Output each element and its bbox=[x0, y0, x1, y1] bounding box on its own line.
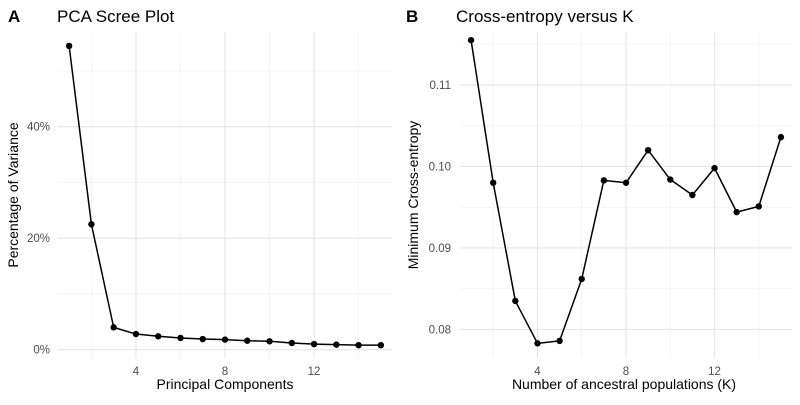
panel-a: A PCA Scree Plot 4 8 12 0% 20% 40% Principal … bbox=[5, 7, 392, 392]
panel-a-data-point bbox=[155, 333, 162, 340]
panel-a-data-point bbox=[355, 341, 362, 349]
panel-b-data-point bbox=[622, 179, 630, 186]
panel-a-x-tick-label: 8 bbox=[222, 366, 228, 378]
panel-a-plot-area: 4 8 12 0% 20% 40% bbox=[27, 32, 392, 378]
panel-a-data-point bbox=[88, 221, 95, 228]
panel-b-x-tick-label: 8 bbox=[623, 366, 629, 378]
panel-a-data-point bbox=[288, 339, 295, 347]
panel-b-data-point bbox=[512, 297, 519, 305]
panel-b-y-tick-label: 0.11 bbox=[429, 80, 451, 92]
panel-a-y-tick-label: 20% bbox=[27, 233, 50, 245]
panel-b-letter: B bbox=[406, 7, 418, 26]
panel-b-data-point bbox=[644, 146, 652, 154]
panel-b-data-point bbox=[467, 36, 475, 44]
panel-b-data-point bbox=[600, 177, 608, 184]
panel-a-data-point bbox=[177, 334, 184, 342]
panel-a-y-axis-label: Percentage of Variance bbox=[5, 122, 21, 267]
panel-b-data-point bbox=[777, 133, 785, 141]
panel-a-x-tick-label: 4 bbox=[133, 366, 140, 378]
panel-a-data-point bbox=[132, 330, 140, 338]
panel-a-data-point bbox=[310, 340, 318, 348]
panel-b-data-point bbox=[689, 191, 696, 199]
panel-a-data-point bbox=[333, 341, 340, 348]
panel-a-data-point bbox=[221, 336, 229, 343]
panel-b-y-tick-label: 0.10 bbox=[429, 161, 451, 173]
panel-b: B Cross-entropy versus K 4 8 12 0.08 0.09 0.1… bbox=[405, 7, 792, 392]
panel-b-data-point bbox=[733, 208, 740, 216]
panel-b-data-point bbox=[578, 275, 585, 283]
panel-a-y-tick-label: 40% bbox=[27, 122, 50, 134]
panel-a-y-tick-label: 0% bbox=[33, 345, 50, 357]
panel-b-x-axis-label: Number of ancestral populations (K) bbox=[512, 376, 736, 392]
panel-b-data-point bbox=[755, 203, 762, 210]
panel-b-data-point bbox=[667, 176, 674, 183]
panel-a-data-point bbox=[199, 335, 206, 343]
panel-b-y-axis-label: Minimum Cross-entropy bbox=[405, 121, 421, 270]
panel-a-data-point bbox=[110, 324, 117, 331]
panel-b-title: Cross-entropy versus K bbox=[456, 7, 634, 26]
panel-a-data-point bbox=[377, 341, 385, 349]
panel-a-x-tick-label: 12 bbox=[308, 366, 321, 378]
panel-a-x-axis-label: Principal Components bbox=[157, 376, 294, 392]
panel-b-data-point bbox=[711, 164, 718, 172]
panel-b-x-tick-label: 12 bbox=[708, 366, 721, 378]
panel-a-letter: A bbox=[8, 7, 20, 26]
panel-b-data-point bbox=[490, 179, 497, 186]
panel-a-data-point bbox=[244, 337, 251, 344]
panel-a-data-point bbox=[65, 42, 73, 50]
panel-b-data-point bbox=[534, 340, 541, 347]
panel-b-data-point bbox=[556, 337, 563, 345]
panel-b-y-tick-label: 0.08 bbox=[429, 324, 451, 336]
panel-b-y-tick-label: 0.09 bbox=[429, 243, 451, 255]
panel-a-title: PCA Scree Plot bbox=[57, 7, 174, 26]
panel-b-x-tick-label: 4 bbox=[534, 366, 541, 378]
panel-b-plot-area: 4 8 12 0.08 0.09 0.10 0.11 bbox=[429, 32, 792, 378]
panel-a-data-point bbox=[266, 338, 273, 345]
